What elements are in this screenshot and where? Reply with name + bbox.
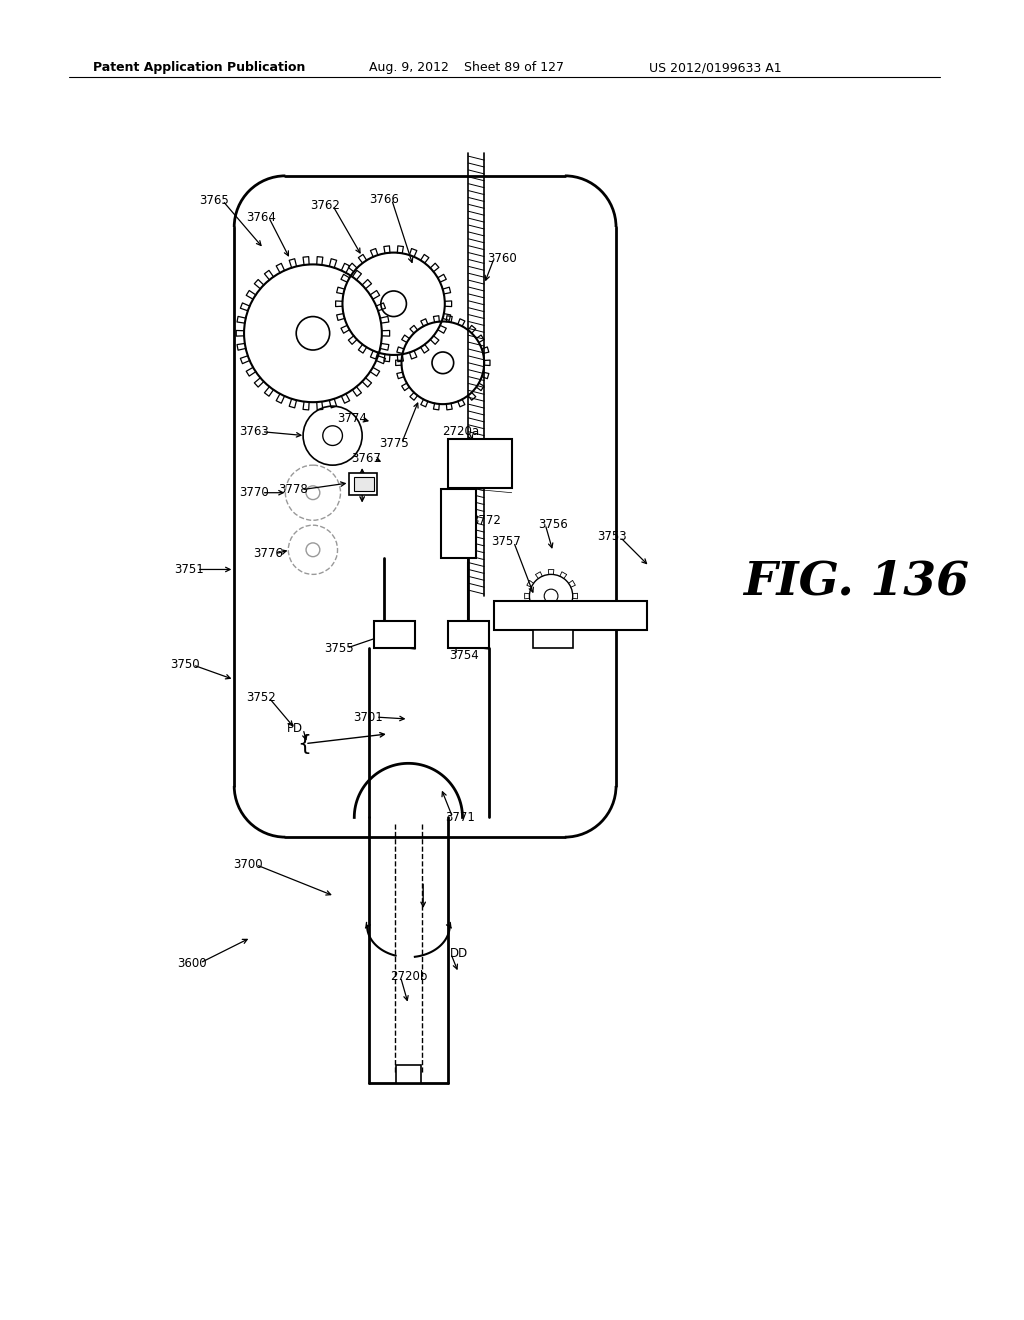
Text: 2720b: 2720b [390, 970, 427, 983]
Bar [441, 488, 476, 557]
Text: 3772: 3772 [471, 513, 501, 527]
Text: 3776: 3776 [253, 548, 283, 560]
Bar [374, 620, 416, 648]
Text: PD: PD [287, 722, 303, 735]
Text: Patent Application Publication: Patent Application Publication [93, 61, 306, 74]
Text: 3770: 3770 [239, 486, 268, 499]
Bar [447, 620, 489, 648]
Bar [354, 477, 374, 491]
Bar [534, 631, 572, 648]
Text: 3753: 3753 [597, 531, 627, 544]
Text: Aug. 9, 2012: Aug. 9, 2012 [369, 61, 449, 74]
Text: 3752: 3752 [246, 690, 275, 704]
Text: US 2012/0199633 A1: US 2012/0199633 A1 [649, 61, 782, 74]
Text: 3767: 3767 [351, 451, 381, 465]
Text: 3763: 3763 [239, 425, 268, 438]
Text: DD: DD [450, 946, 468, 960]
Text: 3764: 3764 [246, 211, 275, 223]
Bar [447, 438, 512, 488]
Text: 3775: 3775 [379, 437, 409, 450]
Text: 3756: 3756 [539, 517, 568, 531]
Bar [395, 1065, 421, 1084]
Text: 3600: 3600 [177, 957, 207, 970]
Bar [494, 601, 646, 631]
Text: Sheet 89 of 127: Sheet 89 of 127 [465, 61, 564, 74]
Text: FIG. 136: FIG. 136 [743, 558, 969, 605]
Text: 2720a: 2720a [442, 425, 479, 438]
Text: {: { [297, 734, 311, 754]
Text: 3750: 3750 [170, 659, 200, 672]
Text: 3778: 3778 [279, 483, 308, 496]
Text: 3757: 3757 [490, 536, 520, 548]
Text: 3700: 3700 [233, 858, 263, 871]
Text: 3762: 3762 [310, 199, 340, 211]
Text: 3766: 3766 [369, 193, 398, 206]
Text: 3765: 3765 [200, 194, 229, 207]
Text: 3771: 3771 [445, 810, 475, 824]
Text: 3701: 3701 [353, 710, 383, 723]
Text: 3751: 3751 [174, 562, 204, 576]
Text: 3760: 3760 [487, 252, 517, 265]
Bar [349, 473, 377, 495]
Text: 3755: 3755 [324, 642, 353, 655]
Text: 3774: 3774 [337, 412, 368, 425]
Text: 3754: 3754 [450, 648, 479, 661]
